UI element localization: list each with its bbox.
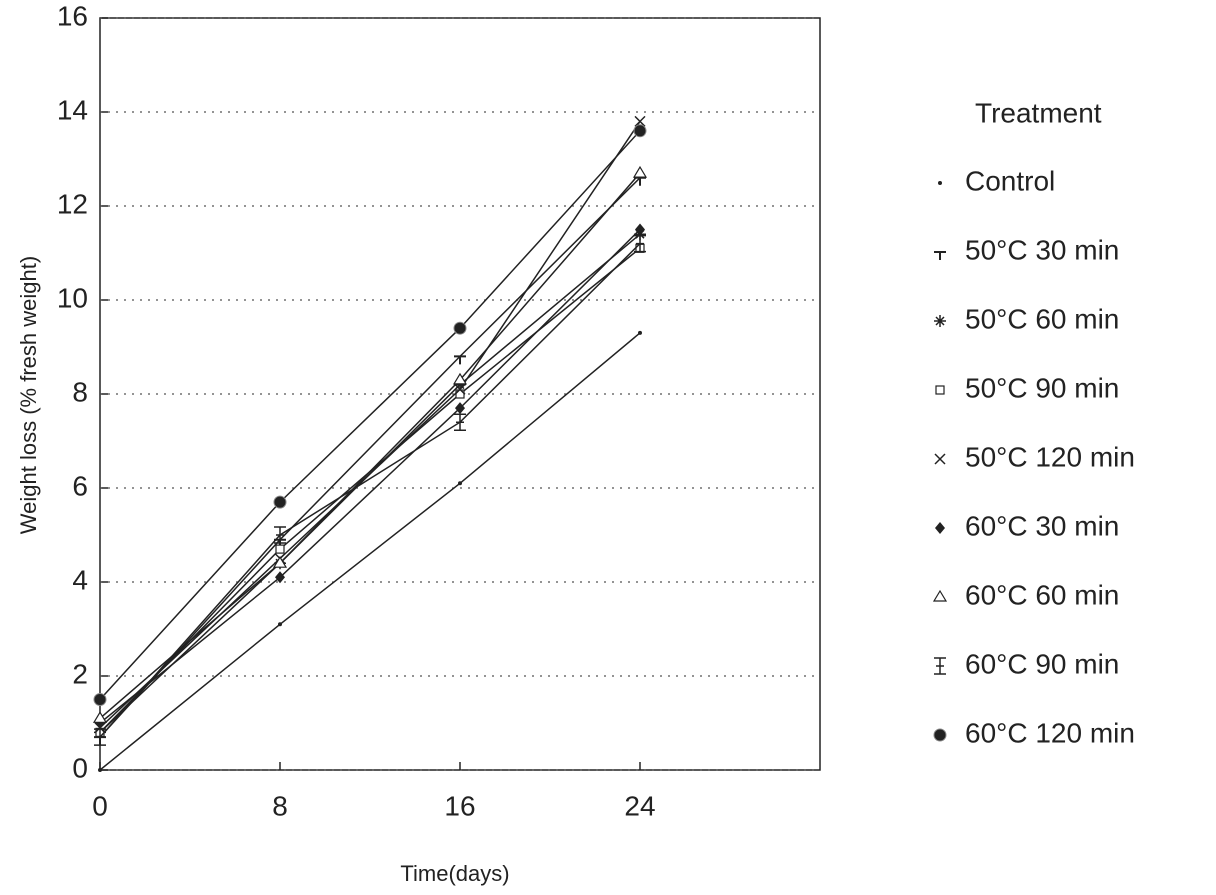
- series: 50°C 120 min: [95, 116, 1135, 732]
- legend-marker: [938, 181, 942, 185]
- x-tick-label: 0: [92, 790, 108, 821]
- legend-marker: [934, 729, 946, 741]
- chart: Time(days) Weight loss (% fresh weight) …: [0, 0, 1216, 895]
- x-axis-label: Time(days): [400, 861, 509, 886]
- legend-marker: [935, 454, 945, 464]
- legend-title: Treatment: [975, 97, 1102, 128]
- legend-marker: [934, 658, 946, 674]
- series: Control: [98, 165, 1055, 772]
- series-line: [100, 178, 640, 737]
- legend-label: 50°C 90 min: [965, 372, 1119, 403]
- series-line: [100, 131, 640, 700]
- marker: [98, 768, 102, 772]
- legend-marker: [936, 386, 944, 394]
- y-tick-label: 4: [72, 564, 88, 595]
- marker: [638, 331, 642, 335]
- y-tick-label: 16: [57, 0, 88, 31]
- legend-marker: [935, 522, 945, 534]
- marker: [454, 414, 466, 430]
- legend-label: 60°C 30 min: [965, 510, 1119, 541]
- series-line: [100, 333, 640, 770]
- marker: [94, 694, 106, 706]
- legend-label: 50°C 120 min: [965, 441, 1135, 472]
- legend-label: 60°C 90 min: [965, 648, 1119, 679]
- marker: [634, 125, 646, 137]
- x-tick-label: 8: [272, 790, 288, 821]
- x-tick-label: 24: [624, 790, 655, 821]
- y-tick-label: 8: [72, 376, 88, 407]
- legend-marker: [934, 315, 946, 327]
- marker: [274, 496, 286, 508]
- legend-label: 60°C 60 min: [965, 579, 1119, 610]
- series-line: [100, 121, 640, 727]
- legend-marker: [934, 591, 946, 601]
- series-line: [100, 244, 640, 737]
- marker: [458, 481, 462, 485]
- x-tick-label: 16: [444, 790, 475, 821]
- legend-label: 50°C 30 min: [965, 234, 1119, 265]
- legend-label: Control: [965, 165, 1055, 196]
- legend-label: 50°C 60 min: [965, 303, 1119, 334]
- y-tick-label: 14: [57, 94, 88, 125]
- series-line: [100, 248, 640, 732]
- marker: [454, 322, 466, 334]
- y-tick-label: 2: [72, 658, 88, 689]
- y-axis-label: Weight loss (% fresh weight): [16, 256, 41, 534]
- y-tick-label: 0: [72, 752, 88, 783]
- y-tick-label: 6: [72, 470, 88, 501]
- y-tick-label: 12: [57, 188, 88, 219]
- marker: [276, 545, 284, 553]
- marker: [278, 622, 282, 626]
- legend-marker: [934, 252, 946, 260]
- y-tick-label: 10: [57, 282, 88, 313]
- marker: [634, 167, 646, 177]
- series-line: [100, 173, 640, 718]
- legend-label: 60°C 120 min: [965, 717, 1135, 748]
